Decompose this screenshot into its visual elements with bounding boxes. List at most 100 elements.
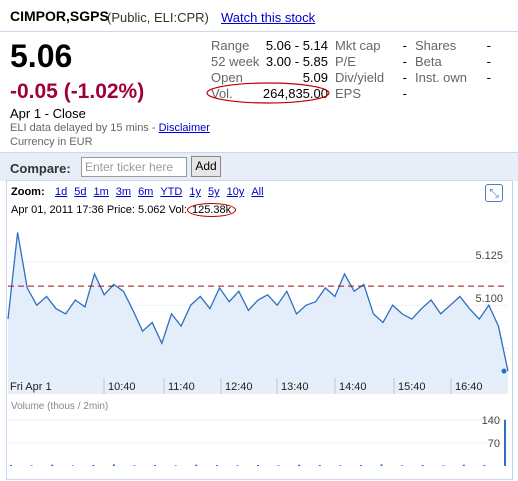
volume-bar xyxy=(154,465,157,466)
stat-value: 5.09 xyxy=(302,70,328,85)
zoom-options: 1d 5d 1m 3m 6m YTD 1y 5y 10y All xyxy=(55,186,271,198)
info-price-label: Price: xyxy=(106,204,135,216)
x-tick-label: 16:40 xyxy=(455,381,483,393)
y-tick-label: 140 xyxy=(482,415,500,427)
volume-bar xyxy=(401,465,404,466)
currency: Currency in EUR xyxy=(10,136,93,148)
x-tick-label: 12:40 xyxy=(225,381,253,393)
stat-value: - xyxy=(402,70,407,85)
x-tick-label: 13:40 xyxy=(281,381,309,393)
zoom-option[interactable]: 5d xyxy=(74,186,87,198)
info-datetime: Apr 01, 2011 17:36 xyxy=(11,204,104,216)
y-tick-label: 5.100 xyxy=(475,293,503,305)
zoom-option[interactable]: YTD xyxy=(160,186,183,198)
volume-bar xyxy=(462,464,465,466)
info-vol: 125.38k xyxy=(186,203,237,217)
stat-label: Shares xyxy=(415,38,457,53)
volume-bar xyxy=(92,465,95,466)
zoom-option[interactable]: 10y xyxy=(226,186,245,198)
disclaimer-link[interactable]: Disclaimer xyxy=(158,122,210,134)
x-tick-label: 11:40 xyxy=(168,381,195,393)
volume-bar xyxy=(51,464,54,466)
stat-label: Mkt cap xyxy=(335,38,381,53)
stat-value: - xyxy=(402,54,407,69)
volume-title: Volume (thous / 2min) xyxy=(11,401,108,412)
x-tick-label: 14:40 xyxy=(339,381,367,393)
zoom-option[interactable]: 6m xyxy=(138,186,154,198)
volume-bar xyxy=(483,465,486,466)
zoom-option[interactable]: All xyxy=(251,186,264,198)
info-price: 5.062 xyxy=(138,204,166,216)
volume-bar xyxy=(133,465,136,466)
volume-bar xyxy=(257,465,259,466)
watch-link[interactable]: Watch this stock xyxy=(221,10,316,25)
volume-bar xyxy=(10,465,12,466)
exchange: (Public, ELI:CPR) xyxy=(107,10,209,25)
close-date: Apr 1 - Close xyxy=(10,106,86,121)
volume-bar xyxy=(339,465,342,466)
y-tick-label: 70 xyxy=(488,438,500,450)
zoom-option[interactable]: 5y xyxy=(207,186,220,198)
zoom-option[interactable]: 3m xyxy=(115,186,132,198)
stat-value: - xyxy=(402,86,407,101)
volume-bar xyxy=(195,464,198,466)
stat-value: - xyxy=(486,70,491,85)
add-button[interactable]: Add xyxy=(191,156,221,177)
stat-label: Div/yield xyxy=(335,70,385,85)
volume-bar xyxy=(442,465,445,466)
volume-bar xyxy=(359,465,362,466)
compare-label: Compare: xyxy=(10,161,71,176)
volume-bar xyxy=(421,465,424,466)
info-vol-label: Vol: xyxy=(168,204,187,216)
zoom-option[interactable]: 1m xyxy=(93,186,109,198)
volume-bar xyxy=(318,465,321,466)
divider xyxy=(0,31,518,32)
volume-bar xyxy=(30,465,33,466)
expand-button[interactable]: ⤡ xyxy=(485,184,503,202)
chart-frame xyxy=(6,180,513,480)
annotation-layer xyxy=(206,82,330,104)
stat-label: EPS xyxy=(335,86,362,101)
red-circle xyxy=(206,82,330,104)
volume-bar xyxy=(236,465,239,466)
price: 5.06 xyxy=(10,38,73,74)
price-line xyxy=(7,232,509,372)
stat-label: Range xyxy=(211,38,250,53)
y-tick-label: 5.125 xyxy=(475,250,503,262)
stat-value: - xyxy=(486,38,491,53)
stat-value: 3.00 - 5.85 xyxy=(265,54,328,69)
stat-value: - xyxy=(402,38,407,53)
volume-bar xyxy=(112,464,115,466)
volume-bar xyxy=(71,465,74,466)
area xyxy=(8,232,508,378)
change: -0.05 (-1.02%) xyxy=(10,80,145,103)
volume-bar xyxy=(298,464,301,466)
last-point xyxy=(501,368,507,374)
company-name: CIMPOR,SGPS xyxy=(10,8,109,24)
zoom-option[interactable]: 1d xyxy=(55,186,68,198)
stat-label: Inst. own xyxy=(415,70,468,85)
stat-label: Vol. xyxy=(211,86,233,101)
volume-bar xyxy=(215,465,218,466)
volume-bar xyxy=(504,419,506,466)
stat-value: 5.06 - 5.14 xyxy=(265,38,328,53)
x-tick-label: Fri Apr 1 xyxy=(10,381,52,393)
stat-label: Open xyxy=(211,70,243,85)
x-tick-label: 15:40 xyxy=(398,381,426,393)
volume-bar xyxy=(380,464,383,466)
stat-value: 264,835.00 xyxy=(262,86,328,101)
stat-value: - xyxy=(486,54,491,69)
zoom-option[interactable]: 1y xyxy=(189,186,201,198)
x-tick-label: 10:40 xyxy=(108,381,136,393)
ticker-input[interactable]: Enter ticker here xyxy=(81,157,187,177)
x-axis-bg xyxy=(8,378,508,394)
stat-label: P/E xyxy=(335,54,356,69)
delay-note: ELI data delayed by 15 mins - xyxy=(10,122,156,134)
volume-bar xyxy=(174,465,177,466)
zoom-label: Zoom: xyxy=(11,186,45,198)
volume-bar xyxy=(277,465,280,466)
stat-label: 52 week xyxy=(211,54,260,69)
stat-label: Beta xyxy=(415,54,442,69)
